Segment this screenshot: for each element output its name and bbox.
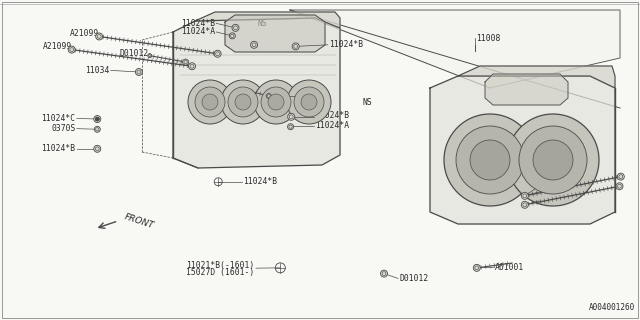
Text: A21099: A21099 xyxy=(540,196,569,205)
Circle shape xyxy=(292,43,299,50)
Text: A21099: A21099 xyxy=(43,42,72,51)
Text: 11034: 11034 xyxy=(85,66,109,75)
Text: A21099: A21099 xyxy=(70,29,99,38)
Polygon shape xyxy=(485,74,568,105)
Polygon shape xyxy=(290,10,620,88)
Circle shape xyxy=(229,33,236,39)
Text: A61001: A61001 xyxy=(495,263,524,272)
Circle shape xyxy=(533,140,573,180)
Text: 11024*B: 11024*B xyxy=(181,19,215,28)
Circle shape xyxy=(195,87,225,117)
Circle shape xyxy=(287,124,294,130)
Circle shape xyxy=(618,173,624,180)
Circle shape xyxy=(519,126,587,194)
Polygon shape xyxy=(458,66,615,88)
Circle shape xyxy=(474,264,480,271)
Text: NS: NS xyxy=(363,98,372,107)
Circle shape xyxy=(251,41,257,48)
Circle shape xyxy=(214,50,221,57)
Circle shape xyxy=(444,114,536,206)
Circle shape xyxy=(456,126,524,194)
Text: NS: NS xyxy=(257,19,267,28)
Polygon shape xyxy=(195,12,340,28)
Text: 11034: 11034 xyxy=(540,188,564,196)
Circle shape xyxy=(94,116,100,123)
Circle shape xyxy=(507,114,599,206)
Circle shape xyxy=(235,94,251,110)
Circle shape xyxy=(470,140,510,180)
Text: 0370S: 0370S xyxy=(51,124,76,133)
Circle shape xyxy=(261,87,291,117)
Text: D01012: D01012 xyxy=(119,49,148,58)
Text: 15027D (1601-): 15027D (1601-) xyxy=(186,268,255,277)
Circle shape xyxy=(287,80,331,124)
Circle shape xyxy=(266,93,271,99)
Text: 11024*B: 11024*B xyxy=(243,177,277,186)
Circle shape xyxy=(268,94,284,110)
Circle shape xyxy=(381,270,387,277)
Circle shape xyxy=(182,59,189,65)
Circle shape xyxy=(616,183,623,190)
Circle shape xyxy=(288,113,294,120)
Text: 11024*B: 11024*B xyxy=(42,144,76,153)
Text: 11024*B: 11024*B xyxy=(315,111,349,120)
Text: D01012: D01012 xyxy=(399,274,429,283)
Circle shape xyxy=(522,192,528,199)
Circle shape xyxy=(522,201,528,208)
Text: A91047: A91047 xyxy=(559,169,588,178)
Circle shape xyxy=(94,145,100,152)
Text: FRONT: FRONT xyxy=(123,213,155,231)
Text: 11021*B(-1601): 11021*B(-1601) xyxy=(186,261,255,270)
Circle shape xyxy=(232,24,239,31)
Text: 11024*A: 11024*A xyxy=(181,28,215,36)
Text: 11024*C: 11024*C xyxy=(42,114,76,123)
Text: A004001260: A004001260 xyxy=(589,303,636,312)
Polygon shape xyxy=(430,76,615,224)
Circle shape xyxy=(188,80,232,124)
Circle shape xyxy=(301,94,317,110)
Circle shape xyxy=(254,80,298,124)
Circle shape xyxy=(95,117,99,121)
Circle shape xyxy=(94,126,100,132)
Circle shape xyxy=(96,33,102,40)
Circle shape xyxy=(294,87,324,117)
Circle shape xyxy=(189,63,195,70)
Circle shape xyxy=(136,68,142,76)
Circle shape xyxy=(228,87,258,117)
Text: 11024*B: 11024*B xyxy=(329,40,363,49)
Circle shape xyxy=(148,54,152,58)
Text: 11008: 11008 xyxy=(476,34,500,43)
Circle shape xyxy=(221,80,265,124)
Text: A91047: A91047 xyxy=(300,91,329,100)
Polygon shape xyxy=(173,18,340,168)
Circle shape xyxy=(68,46,75,53)
Polygon shape xyxy=(225,15,325,52)
Text: 11024*A: 11024*A xyxy=(315,121,349,130)
Circle shape xyxy=(202,94,218,110)
